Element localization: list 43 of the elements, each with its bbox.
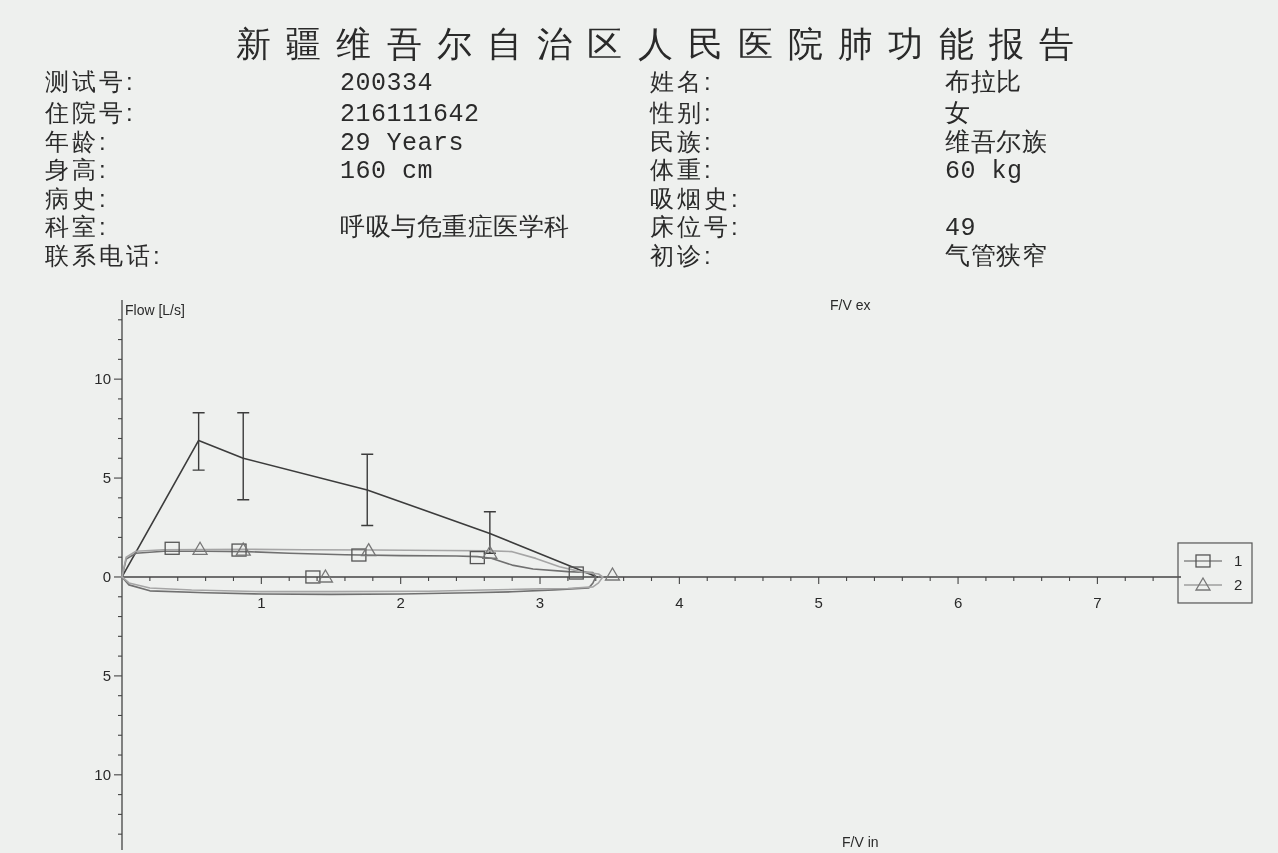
text: 联系电话:: [45, 242, 163, 269]
text: 200334: [340, 69, 434, 98]
x-tick-label: 4: [675, 593, 684, 611]
text: 体重:: [650, 156, 714, 183]
text: 维吾尔族: [945, 128, 1047, 158]
x-tick-label: 7: [1093, 593, 1102, 611]
y-tick-label: 5: [102, 667, 111, 685]
text: 住院号:: [44, 99, 136, 126]
text: 216111642: [340, 100, 480, 129]
text: 新疆维吾尔自治区人民医院肺功能报告: [236, 24, 1074, 63]
annotation: F/V in: [842, 834, 879, 850]
x-tick-label: 3: [535, 593, 545, 611]
text: 性别:: [649, 99, 714, 126]
x-tick-label: 1: [257, 593, 266, 611]
text: 病史:: [45, 185, 109, 212]
text: 床位号:: [650, 213, 741, 240]
text: 60 kg: [945, 157, 1023, 186]
x-tick-label: 2: [396, 593, 405, 611]
text: 29 Years: [340, 129, 465, 158]
legend-label: 1: [1234, 552, 1243, 570]
text: 科室:: [45, 213, 109, 240]
legend-label: 2: [1234, 576, 1243, 594]
text: 身高:: [45, 156, 109, 183]
text: 49: [945, 214, 977, 243]
text: 布拉比: [945, 69, 1022, 98]
y-axis-title: Flow [L/s]: [125, 302, 185, 318]
y-tick-label: 10: [94, 370, 111, 388]
text: 女: [945, 100, 971, 129]
annotation: F/V ex: [830, 297, 871, 313]
x-tick-label: 6: [953, 593, 963, 611]
y-tick-label: 0: [102, 568, 111, 586]
text: 初诊:: [650, 242, 714, 269]
text: 测试号:: [45, 68, 136, 95]
text: 呼吸与危重症医学科: [340, 214, 570, 243]
text: 吸烟史:: [650, 185, 741, 212]
text: 年龄:: [45, 128, 109, 155]
text: 民族:: [650, 128, 714, 155]
y-tick-label: 10: [94, 766, 111, 784]
text: 气管狭窄: [945, 242, 1047, 272]
text: 姓名:: [650, 68, 714, 95]
text: 160 cm: [340, 157, 434, 186]
y-tick-label: 5: [102, 469, 111, 487]
x-tick-label: 5: [814, 593, 823, 611]
